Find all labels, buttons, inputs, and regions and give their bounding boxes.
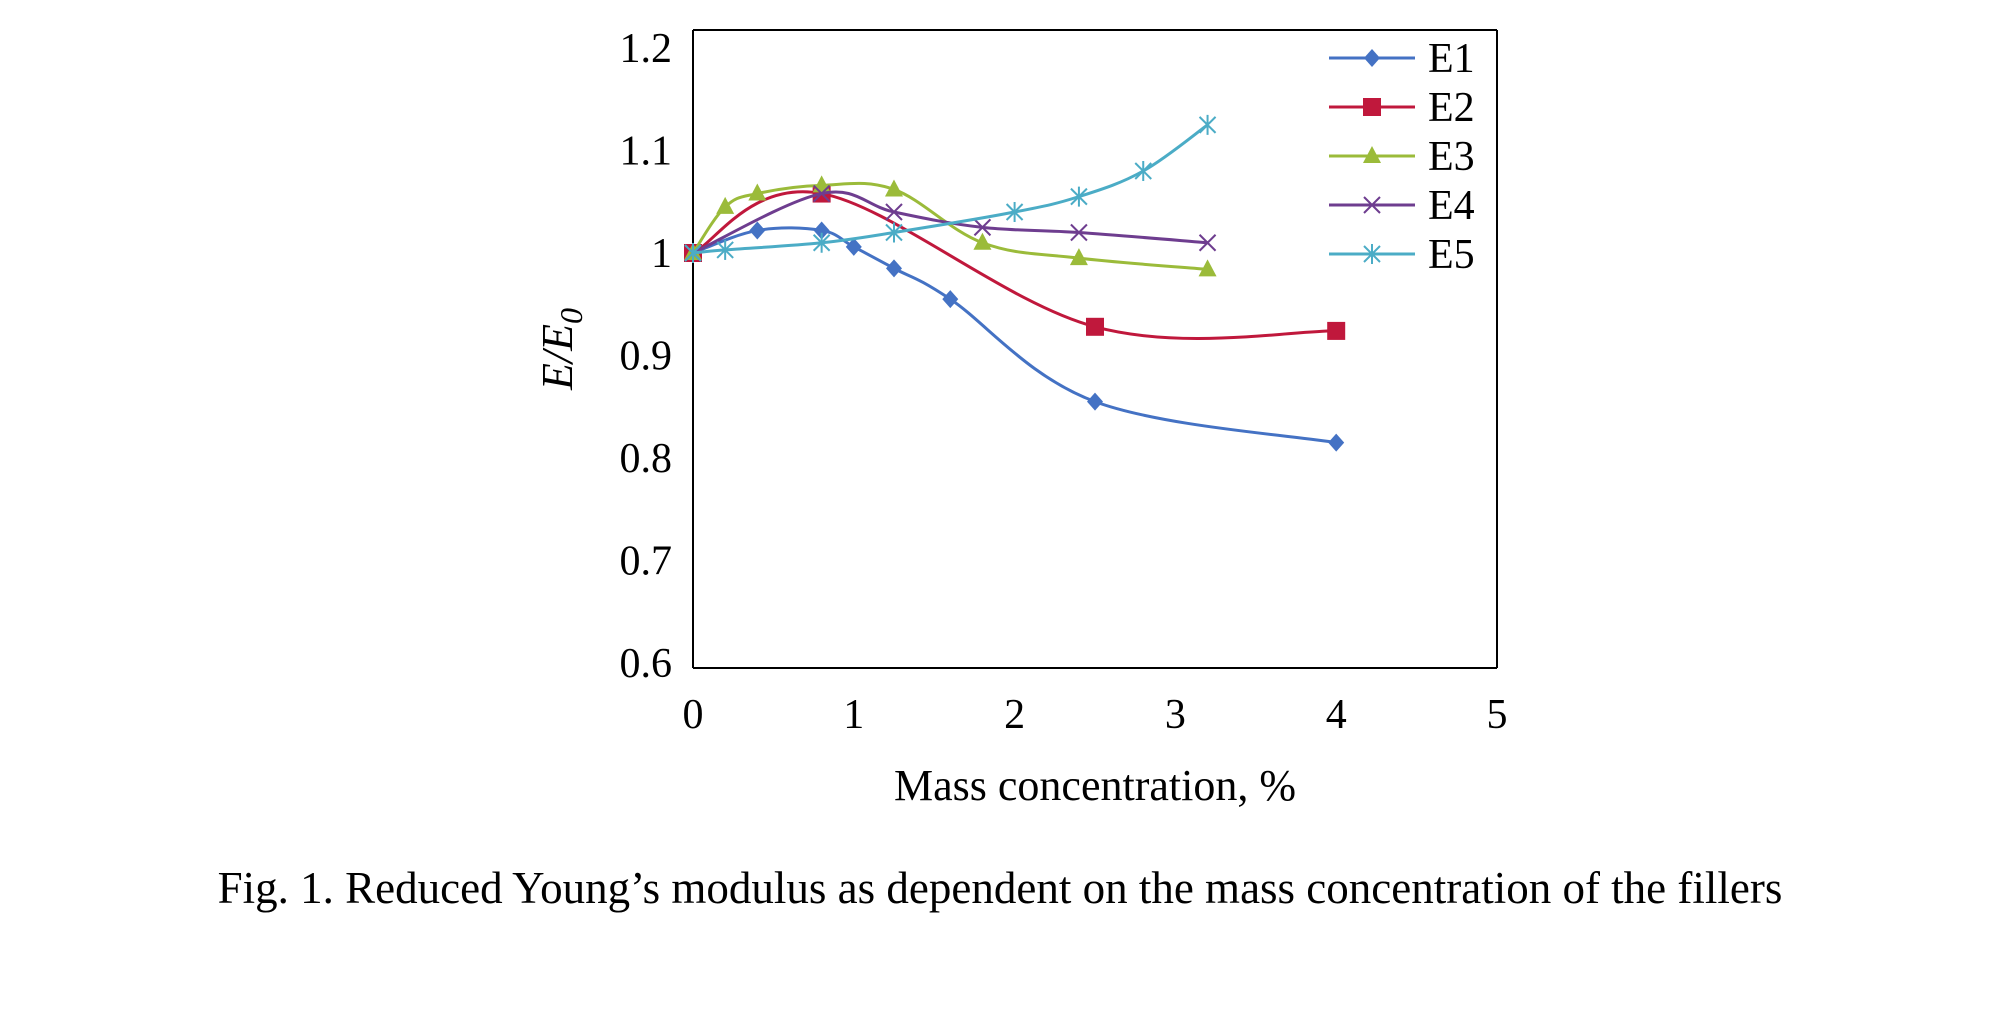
y-axis-title-main: E/E	[533, 324, 582, 391]
data-point-e1	[886, 259, 902, 278]
data-point-e3	[885, 179, 903, 197]
data-point-e5	[716, 239, 734, 260]
series-layer	[684, 114, 1346, 452]
x-tick-label: 0	[683, 692, 704, 738]
legend-marker	[1363, 98, 1381, 116]
plot-area	[692, 29, 1498, 669]
y-tick-label: 1.1	[620, 129, 673, 175]
data-point-e5	[812, 232, 831, 253]
data-point-e1	[1328, 433, 1345, 452]
y-tick-labels: 0.6 0.7 0.8 0.9 1 1.1 1.2	[620, 26, 673, 687]
data-point-e4	[812, 184, 831, 203]
data-point-e4	[885, 203, 903, 221]
x-tick-label: 1	[843, 692, 864, 738]
series-line-e5	[692, 123, 1209, 255]
data-point-e5	[1070, 186, 1088, 207]
figure-caption: Fig. 1. Reduced Young’s modulus as depen…	[218, 863, 1783, 913]
x-tick-labels: 0 1 2 3 4 5	[683, 692, 1508, 738]
x-tick-label: 4	[1326, 692, 1347, 738]
legend-item-e4: E4	[1329, 183, 1475, 229]
legend-item-e5: E5	[1329, 232, 1475, 278]
data-point-e1	[813, 221, 830, 240]
y-tick-label: 0.9	[620, 334, 673, 380]
legend-item-e1: E1	[1329, 36, 1475, 82]
y-axis-title-subscript: 0	[553, 308, 589, 324]
series-line-e2	[692, 190, 1337, 340]
y-tick-label: 0.7	[620, 539, 673, 585]
data-point-e3	[1069, 248, 1088, 266]
series-line-e1	[692, 226, 1337, 445]
legend-label: E5	[1428, 232, 1475, 278]
data-point-e1	[845, 237, 862, 256]
x-tick-label: 2	[1004, 692, 1025, 738]
legend-label: E2	[1428, 85, 1475, 131]
y-tick-label: 1	[651, 231, 672, 277]
data-point-e2	[1327, 321, 1346, 340]
x-tick-label: 3	[1165, 692, 1186, 738]
legend-item-e2: E2	[1329, 85, 1475, 131]
data-point-e1	[1087, 392, 1103, 411]
y-tick-label: 1.2	[620, 26, 673, 72]
legend-label: E4	[1428, 183, 1475, 229]
legend-marker	[1363, 146, 1381, 163]
x-tick-label: 5	[1487, 692, 1508, 738]
data-point-e3	[716, 196, 735, 214]
data-point-e3	[973, 232, 992, 250]
y-tick-label: 0.6	[620, 641, 673, 687]
series-line-e4	[692, 190, 1208, 255]
legend-label: E3	[1428, 134, 1475, 180]
legend-marker	[1363, 196, 1381, 214]
legend-marker	[1363, 244, 1381, 264]
data-point-e3	[748, 183, 767, 201]
data-point-e5	[684, 243, 702, 263]
y-tick-label: 0.8	[620, 436, 673, 482]
data-point-e1	[942, 290, 959, 309]
legend-item-e3: E3	[1329, 134, 1475, 180]
data-point-e5	[1198, 114, 1217, 135]
data-point-e4	[1198, 234, 1217, 252]
legend-label: E1	[1428, 36, 1475, 82]
data-point-e5	[1134, 161, 1152, 181]
data-point-e2	[1086, 317, 1104, 336]
data-point-e4	[1070, 223, 1088, 242]
y-axis-title: E/E0	[533, 308, 589, 391]
legend-marker	[1364, 49, 1380, 67]
x-axis-title: Mass concentration, %	[894, 761, 1296, 810]
data-point-e4	[973, 218, 992, 237]
data-point-e1	[749, 221, 766, 240]
data-point-e5	[1005, 202, 1024, 222]
data-point-e3	[1198, 259, 1217, 277]
data-point-e5	[885, 222, 903, 243]
